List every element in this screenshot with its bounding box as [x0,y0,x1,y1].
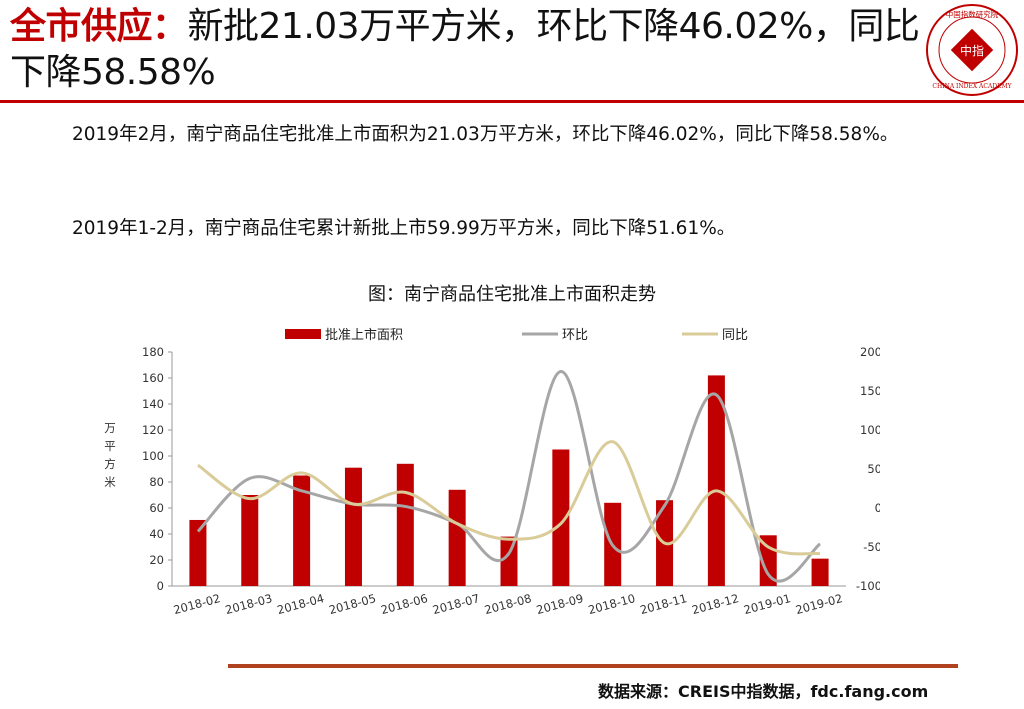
page-title: 全市供应：新批21.03万平方米，环比下降46.02%，同比下降58.58% [10,4,920,96]
bar-2018-06 [396,463,414,586]
x-tick-label: 2018-11 [638,591,688,617]
bar-2019-02 [811,558,829,586]
x-tick-label: 2019-01 [742,591,792,617]
legend-label-mom: 环比 [562,328,588,343]
svg-text:CHINA INDEX ACADEMY: CHINA INDEX ACADEMY [932,83,1012,90]
left-tick-label: 20 [149,553,164,567]
paragraph-1: 2019年2月，南宁商品住宅批准上市面积为21.03万平方米，环比下降46.02… [72,124,899,145]
x-tick-label: 2018-10 [587,591,637,617]
left-tick-label: 160 [142,371,164,385]
right-tick-label: -100 [856,579,880,593]
bar-2018-09 [552,449,570,586]
figure-caption: 图：南宁商品住宅批准上市面积走势 [368,284,656,305]
left-tick-label: 140 [142,397,164,411]
x-tick-label: 2018-05 [327,591,377,617]
bar-2018-12 [707,375,725,586]
legend-swatch-area [285,329,321,339]
bar-2018-02 [189,519,207,586]
left-axis-title-char: 方 [104,457,116,471]
title-lead: 全市供应： [10,6,188,47]
bar-2018-04 [293,475,311,586]
x-tick-label: 2018-07 [431,591,481,617]
mom-line [196,369,822,583]
left-tick-label: 180 [142,345,164,359]
title-rest: 新批21.03万平方米，环比下降46.02%，同比下降58.58% [10,6,920,93]
line-series [196,369,822,583]
x-tick-label: 2018-09 [535,591,585,617]
right-tick-label: 150 [860,384,880,398]
bar-2018-08 [500,536,518,586]
x-tick-label: 2018-06 [379,591,429,617]
left-axis-title-char: 米 [104,475,116,489]
data-source: 数据来源：CREIS中指数据，fdc.fang.com [598,682,929,701]
supply-area-chart: 批准上市面积 环比 同比 万平方米 % 02040608010012014016… [104,327,880,617]
x-tick-label: 2018-02 [172,591,222,617]
right-tick-label: -50 [863,540,880,554]
x-tick-label: 2018-03 [224,591,274,617]
svg-text:中指: 中指 [960,43,984,58]
left-tick-label: 40 [149,527,164,541]
left-axis-title: 万平方米 [104,421,116,489]
x-tick-label: 2018-04 [276,591,326,617]
bottom-rule [228,664,958,668]
left-axis-title-char: 万 [104,421,116,435]
x-tick-label: 2019-02 [794,591,844,617]
x-tick-label: 2018-08 [483,591,533,617]
left-tick-label: 0 [157,579,164,593]
left-tick-label: 120 [142,423,164,437]
x-tick-label: 2018-12 [690,591,740,617]
bar-series [189,375,829,586]
china-index-academy-logo: 中指 中国指数研究院 CHINA INDEX ACADEMY [926,4,1018,96]
right-tick-label: 100 [860,423,880,437]
bar-2018-03 [241,495,259,586]
axes: 0 20 40 60 80 100 120 140 160 180 -100 -50 0 50 100 150… [142,345,880,593]
yoy-line [197,440,821,556]
bar-2018-05 [344,467,362,586]
right-tick-label: 0 [875,501,880,515]
legend: 批准上市面积 环比 同比 [285,327,748,343]
right-tick-label: 200 [860,345,880,359]
paragraph-2: 2019年1-2月，南宁商品住宅累计新批上市59.99万平方米，同比下降51.6… [72,218,736,239]
bar-2018-07 [448,489,466,586]
title-divider [0,100,1024,103]
right-tick-label: 50 [867,462,880,476]
left-tick-label: 80 [149,475,164,489]
left-axis-title-char: 平 [104,439,116,453]
left-tick-label: 60 [149,501,164,515]
left-tick-label: 100 [142,449,164,463]
x-tick-labels: 2018-02 2018-03 2018-04 2018-05 2018-06 2018-… [172,591,844,617]
legend-label-area: 批准上市面积 [325,327,403,343]
svg-text:中国指数研究院: 中国指数研究院 [946,9,999,19]
legend-label-yoy: 同比 [722,328,748,343]
